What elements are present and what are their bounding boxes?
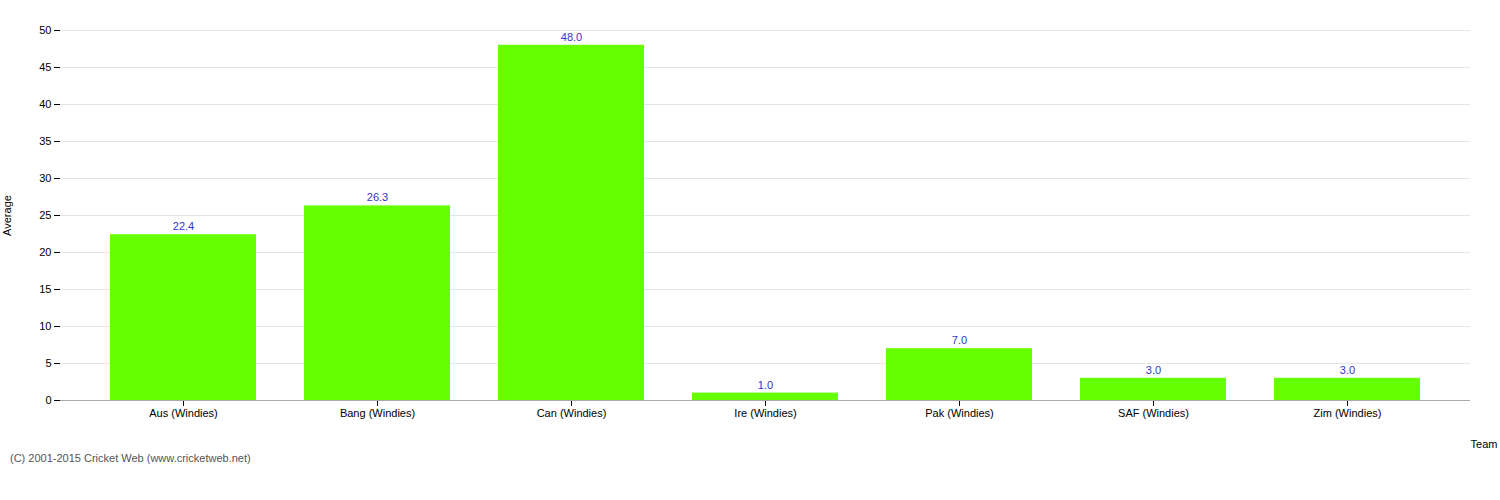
svg-text:Aus (Windies): Aus (Windies) [149, 407, 217, 419]
svg-text:5: 5 [45, 357, 51, 369]
svg-text:26.3: 26.3 [367, 191, 388, 203]
svg-text:3.0: 3.0 [1340, 364, 1355, 376]
svg-text:35: 35 [39, 135, 51, 147]
svg-text:Can (Windies): Can (Windies) [537, 407, 607, 419]
svg-text:1.0: 1.0 [758, 379, 773, 391]
svg-text:20: 20 [39, 246, 51, 258]
svg-text:40: 40 [39, 98, 51, 110]
svg-text:50: 50 [39, 24, 51, 36]
svg-text:30: 30 [39, 172, 51, 184]
html-text:(C) 2001-2015 Cricket Web (www: (C) 2001-2015 Cricket Web (www.cricketwe… [10, 452, 251, 464]
svg-text:15: 15 [39, 283, 51, 295]
svg-text:45: 45 [39, 61, 51, 73]
svg-text:48.0: 48.0 [561, 31, 582, 43]
svg-text:25: 25 [39, 209, 51, 221]
svg-text:3.0: 3.0 [1146, 364, 1161, 376]
svg-text:22.4: 22.4 [173, 220, 194, 232]
svg-text:Zim (Windies): Zim (Windies) [1314, 407, 1382, 419]
svg-text:10: 10 [39, 320, 51, 332]
svg-text:Ire (Windies): Ire (Windies) [734, 407, 796, 419]
svg-text:Bang (Windies): Bang (Windies) [340, 407, 415, 419]
svg-text:Average: Average [1, 195, 13, 236]
svg-text:0: 0 [45, 394, 51, 406]
svg-text:SAF (Windies): SAF (Windies) [1118, 407, 1189, 419]
svg-text:Team: Team [1471, 438, 1498, 450]
svg-text:7.0: 7.0 [952, 334, 967, 346]
svg-text:Pak (Windies): Pak (Windies) [925, 407, 993, 419]
